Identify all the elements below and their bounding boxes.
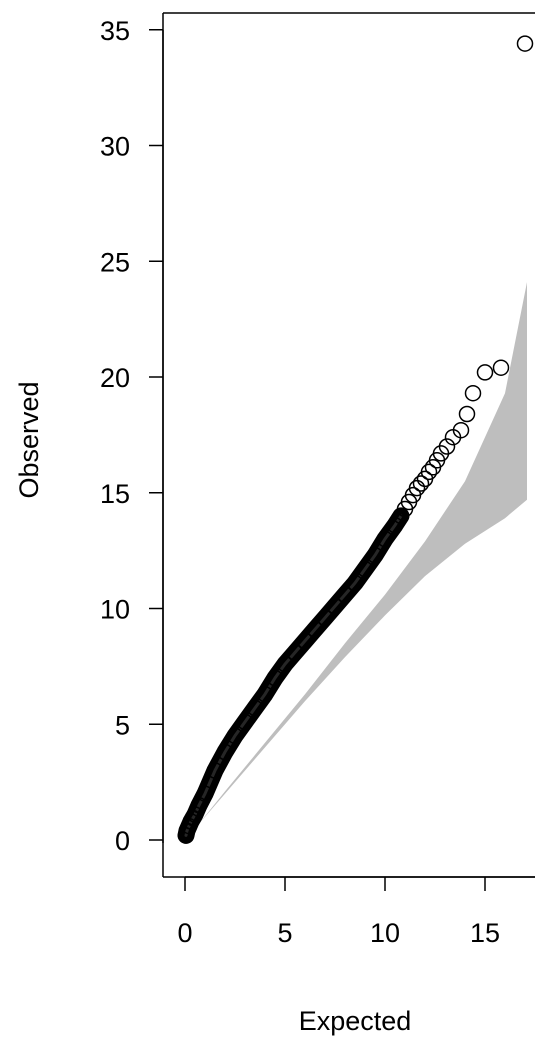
confidence-band-layer <box>197 282 527 827</box>
data-point <box>236 713 254 731</box>
y-tick-label: 5 <box>115 710 130 740</box>
confidence-band <box>197 282 527 827</box>
y-tick-label: 30 <box>100 132 130 162</box>
data-point <box>206 762 224 779</box>
data-point <box>452 421 470 439</box>
data-point <box>376 530 394 548</box>
data-point <box>196 785 214 802</box>
data-point <box>492 359 510 376</box>
data-point <box>438 438 456 455</box>
data-point <box>316 609 334 627</box>
y-tick-label: 15 <box>100 479 130 509</box>
dense-points-highlight <box>184 514 403 837</box>
data-point <box>226 727 244 745</box>
data-point <box>246 699 264 717</box>
y-axis-ticks: 0 5 10 15 20 25 30 35 <box>100 16 163 856</box>
data-point <box>458 405 476 423</box>
data-point <box>186 806 204 823</box>
y-axis-title: Observed <box>14 381 44 498</box>
dense-points-outline <box>177 507 410 844</box>
x-tick-label: 10 <box>370 918 400 948</box>
y-tick-label: 0 <box>115 826 130 856</box>
y-tick-label: 25 <box>100 247 130 277</box>
axes <box>162 12 535 878</box>
data-point <box>286 644 304 661</box>
data-point <box>216 743 234 761</box>
data-point <box>420 463 438 481</box>
y-tick-label: 20 <box>100 363 130 393</box>
data-point <box>464 384 482 402</box>
data-point <box>326 597 344 615</box>
data-point <box>276 655 294 673</box>
data-point <box>412 475 430 492</box>
data-point <box>296 632 314 650</box>
data-points-layer <box>177 35 534 844</box>
data-point <box>476 364 494 381</box>
data-point <box>266 669 284 687</box>
x-tick-label: 0 <box>177 918 192 948</box>
data-point <box>306 621 324 638</box>
data-point <box>346 574 364 592</box>
data-point <box>386 516 404 534</box>
y-tick-label: 35 <box>100 16 130 46</box>
data-point <box>366 547 384 564</box>
x-tick-label: 15 <box>470 918 500 948</box>
data-point <box>256 685 274 703</box>
x-axis-title: Expected <box>299 1006 412 1036</box>
x-axis-ticks: 0 5 10 15 <box>177 877 500 948</box>
y-tick-label: 10 <box>100 595 130 625</box>
data-point <box>516 35 534 52</box>
data-point <box>336 586 354 603</box>
data-point <box>356 560 374 578</box>
x-tick-label: 5 <box>277 918 292 948</box>
